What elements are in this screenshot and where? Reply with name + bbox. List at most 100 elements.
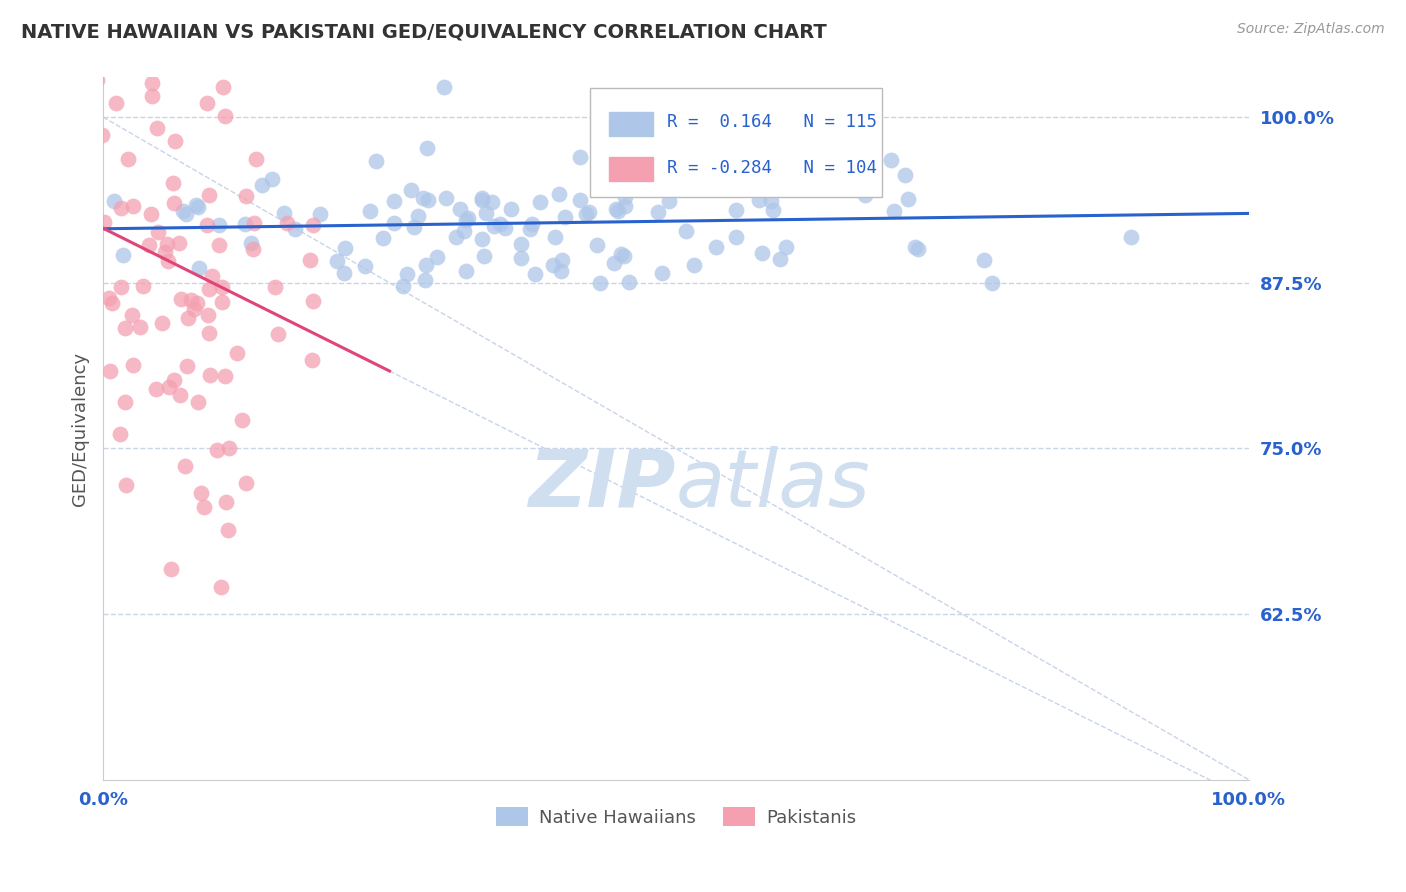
Point <box>56 255 79 269</box>
Point <box>146 121 169 136</box>
Point <box>100 295 122 310</box>
Point <box>163 373 186 387</box>
Point <box>235 475 257 490</box>
Point <box>402 219 425 234</box>
Point <box>156 237 179 252</box>
Point <box>711 162 734 177</box>
Point <box>382 216 405 230</box>
Point <box>474 206 496 220</box>
Point <box>122 199 145 213</box>
Point <box>217 523 239 537</box>
Point <box>114 321 136 335</box>
Point <box>67 227 90 241</box>
Point <box>399 184 422 198</box>
Point <box>214 368 236 383</box>
Point <box>117 153 139 167</box>
Point <box>457 211 479 225</box>
Point <box>186 296 208 310</box>
Point <box>651 266 673 280</box>
Point <box>509 236 531 251</box>
Point <box>569 193 592 207</box>
Point <box>141 207 163 221</box>
Point <box>243 216 266 230</box>
Point <box>725 230 748 244</box>
Point <box>396 267 419 281</box>
Point <box>214 109 236 123</box>
Point <box>86 73 108 87</box>
Point <box>245 152 267 166</box>
Point <box>160 38 183 53</box>
Point <box>454 264 477 278</box>
Point <box>550 264 572 278</box>
Point <box>302 293 325 308</box>
Point <box>262 172 284 186</box>
Point <box>177 310 200 325</box>
Point <box>624 131 647 145</box>
Point <box>163 195 186 210</box>
Point <box>153 244 176 259</box>
Point <box>21 262 44 277</box>
Point <box>197 308 219 322</box>
Point <box>66 191 89 205</box>
Point <box>110 201 132 215</box>
Point <box>472 249 495 263</box>
Point <box>610 246 633 260</box>
Point <box>883 204 905 219</box>
Point <box>775 240 797 254</box>
Point <box>762 202 785 217</box>
Point <box>894 168 917 182</box>
Point <box>207 442 229 457</box>
FancyBboxPatch shape <box>609 157 652 181</box>
Point <box>72 458 94 472</box>
Legend: Native Hawaiians, Pakistanis: Native Hawaiians, Pakistanis <box>488 800 863 834</box>
Point <box>195 218 218 232</box>
Point <box>416 141 439 155</box>
Point <box>176 359 198 373</box>
Point <box>415 258 437 272</box>
Point <box>145 382 167 396</box>
Point <box>193 500 215 514</box>
Point <box>897 192 920 206</box>
Point <box>333 266 356 280</box>
Point <box>198 282 221 296</box>
Point <box>298 253 321 268</box>
Point <box>187 261 209 276</box>
Point <box>354 259 377 273</box>
Point <box>148 226 170 240</box>
Point <box>198 368 221 382</box>
Point <box>208 238 231 252</box>
Point <box>226 345 249 359</box>
Point <box>112 248 135 262</box>
Point <box>301 353 323 368</box>
Point <box>235 188 257 202</box>
Point <box>725 202 748 217</box>
Y-axis label: GED/Equivalency: GED/Equivalency <box>72 351 89 506</box>
Point <box>524 267 547 281</box>
Point <box>72 313 94 327</box>
Point <box>187 394 209 409</box>
Point <box>471 232 494 246</box>
Point <box>704 240 727 254</box>
Point <box>382 194 405 208</box>
Point <box>110 29 132 44</box>
Point <box>208 219 231 233</box>
Point <box>907 243 929 257</box>
Point <box>406 209 429 223</box>
Point <box>15 293 38 308</box>
Point <box>107 61 129 75</box>
Text: NATIVE HAWAIIAN VS PAKISTANI GED/EQUIVALENCY CORRELATION CHART: NATIVE HAWAIIAN VS PAKISTANI GED/EQUIVAL… <box>21 22 827 41</box>
Point <box>482 219 505 234</box>
FancyBboxPatch shape <box>591 88 882 197</box>
Point <box>434 191 457 205</box>
Point <box>301 218 323 232</box>
Point <box>541 258 564 272</box>
Point <box>782 169 804 184</box>
Point <box>471 193 494 207</box>
Point <box>614 199 637 213</box>
Point <box>412 191 434 205</box>
Point <box>415 273 437 287</box>
Point <box>605 202 627 216</box>
Point <box>433 80 456 95</box>
Point <box>589 277 612 291</box>
Point <box>456 212 478 227</box>
